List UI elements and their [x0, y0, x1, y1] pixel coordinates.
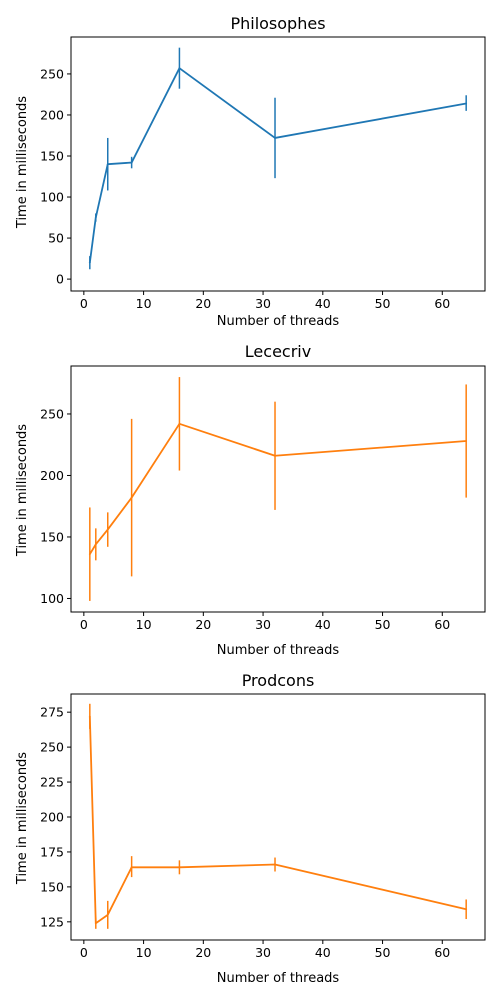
y-tick-label: 100 [40, 591, 64, 606]
data-point [94, 922, 97, 925]
x-tick-label: 40 [315, 945, 331, 960]
chart-title: Philosophes [230, 14, 325, 33]
data-point [94, 543, 97, 546]
data-point [178, 422, 181, 425]
x-tick-label: 20 [195, 617, 211, 632]
x-tick-label: 30 [255, 296, 271, 311]
x-tick-label: 60 [434, 296, 450, 311]
chart-panel-lececriv: Lececriv Number of threads Time in milli… [15, 342, 486, 658]
data-point [465, 102, 468, 105]
data-point [130, 161, 133, 164]
chart-panel-philosophes: Philosophes Number of threads Time in mi… [15, 14, 486, 329]
x-tick-label: 40 [315, 296, 331, 311]
y-axis-label: Time in milliseconds [15, 752, 30, 885]
plot-frame [70, 365, 486, 613]
x-tick-label: 50 [375, 296, 391, 311]
data-point [274, 863, 276, 866]
chart-panel-prodcons: Prodcons Number of threads Time in milli… [15, 671, 486, 986]
x-axis-label: Number of threads [217, 971, 340, 986]
data-point [178, 67, 181, 70]
data-point [274, 137, 276, 139]
x-tick-label: 60 [434, 945, 450, 960]
y-axis-label: Time in milliseconds [15, 96, 30, 229]
y-tick-label: 150 [40, 529, 64, 544]
data-point [465, 908, 468, 911]
y-tick-label: 50 [48, 231, 64, 246]
y-tick-label: 175 [40, 844, 64, 859]
y-tick-label: 200 [40, 107, 64, 122]
x-tick-label: 60 [434, 617, 450, 632]
data-point [106, 913, 109, 916]
y-tick-label: 250 [40, 740, 64, 755]
y-tick-label: 250 [40, 406, 64, 421]
y-tick-label: 250 [40, 66, 64, 81]
chart-title: Prodcons [242, 671, 315, 690]
y-tick-label: 225 [40, 775, 64, 790]
data-point [274, 454, 276, 457]
x-tick-label: 10 [136, 617, 152, 632]
series-line [88, 67, 467, 263]
x-tick-label: 40 [315, 617, 331, 632]
data-point [130, 496, 133, 499]
y-tick-label: 200 [40, 468, 64, 483]
y-tick-label: 0 [56, 272, 64, 287]
data-point [130, 866, 133, 869]
data-point [94, 216, 97, 219]
x-tick-label: 50 [375, 617, 391, 632]
y-tick-label: 100 [40, 190, 64, 205]
data-point [465, 440, 468, 442]
x-tick-label: 0 [80, 617, 88, 632]
series-line [89, 422, 467, 555]
y-tick-label: 200 [40, 810, 64, 825]
data-point [178, 866, 181, 869]
x-axis-label: Number of threads [217, 643, 340, 658]
plot-frame [70, 693, 486, 941]
series-line [88, 716, 467, 925]
x-tick-label: 10 [136, 296, 152, 311]
data-point [88, 261, 91, 264]
x-tick-label: 20 [195, 945, 211, 960]
data-point [88, 553, 91, 556]
x-tick-label: 50 [375, 945, 391, 960]
y-tick-label: 125 [40, 914, 64, 929]
x-tick-label: 30 [255, 617, 271, 632]
plot-frame [70, 36, 486, 292]
chart-title: Lececriv [245, 342, 311, 361]
y-axis-label: Time in milliseconds [15, 424, 30, 557]
y-tick-label: 150 [40, 148, 64, 163]
data-point [106, 163, 109, 166]
x-axis-label: Number of threads [217, 314, 340, 329]
y-tick-label: 150 [40, 879, 64, 894]
x-tick-label: 20 [195, 296, 211, 311]
x-tick-label: 0 [80, 945, 88, 960]
data-point [106, 528, 109, 531]
x-tick-label: 30 [255, 945, 271, 960]
y-tick-label: 275 [40, 705, 64, 720]
x-tick-label: 10 [136, 945, 152, 960]
x-tick-label: 0 [80, 296, 88, 311]
data-point [88, 715, 91, 718]
